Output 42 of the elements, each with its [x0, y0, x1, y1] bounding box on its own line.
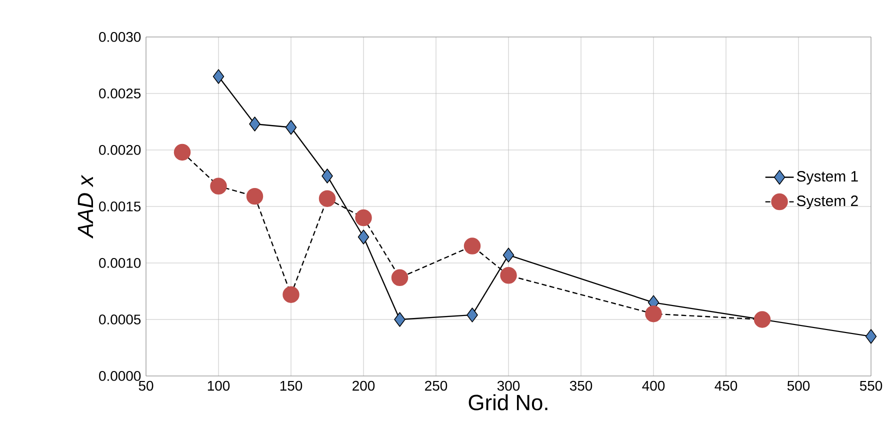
x-tick-label: 250 — [425, 380, 448, 391]
x-tick-label: 200 — [352, 380, 375, 391]
point — [645, 305, 662, 322]
point — [464, 238, 481, 254]
y-axis-title: AAD x — [78, 174, 94, 239]
point — [212, 69, 224, 84]
x-tick-label: 100 — [208, 380, 230, 391]
point — [358, 230, 370, 244]
x-tick-label: 400 — [642, 380, 665, 391]
point — [394, 312, 406, 327]
y-tick-label: 0.0015 — [99, 202, 141, 212]
legend-label: System 2 — [796, 196, 858, 210]
x-tick-label: 300 — [497, 380, 520, 391]
x-tick-label: 350 — [570, 380, 592, 391]
point — [210, 178, 227, 195]
point — [865, 329, 877, 344]
point — [282, 286, 300, 303]
point — [502, 248, 514, 262]
point — [285, 120, 297, 135]
point — [318, 190, 336, 207]
x-tick-label: 450 — [714, 380, 738, 391]
point — [322, 168, 333, 184]
y-tick-label: 0.0030 — [99, 32, 141, 42]
x-tick-label: 50 — [138, 380, 154, 391]
point — [466, 308, 478, 322]
point — [249, 116, 260, 132]
point — [355, 209, 372, 226]
y-tick-label: 0.0000 — [99, 371, 141, 381]
x-tick-label: 500 — [787, 380, 810, 391]
y-tick-label: 0.0010 — [99, 258, 141, 268]
point — [174, 144, 191, 161]
y-tick-label: 0.0025 — [99, 88, 141, 98]
point — [391, 269, 408, 286]
legend-label: System 1 — [796, 171, 858, 185]
point — [500, 267, 517, 284]
point — [754, 311, 771, 328]
x-tick-label: 150 — [280, 380, 302, 391]
x-axis-title: Grid No. — [468, 394, 548, 410]
y-tick-label: 0.0020 — [99, 145, 141, 155]
y-tick-label: 0.0005 — [99, 314, 141, 324]
point — [246, 188, 264, 205]
x-tick-label: 550 — [860, 380, 882, 391]
